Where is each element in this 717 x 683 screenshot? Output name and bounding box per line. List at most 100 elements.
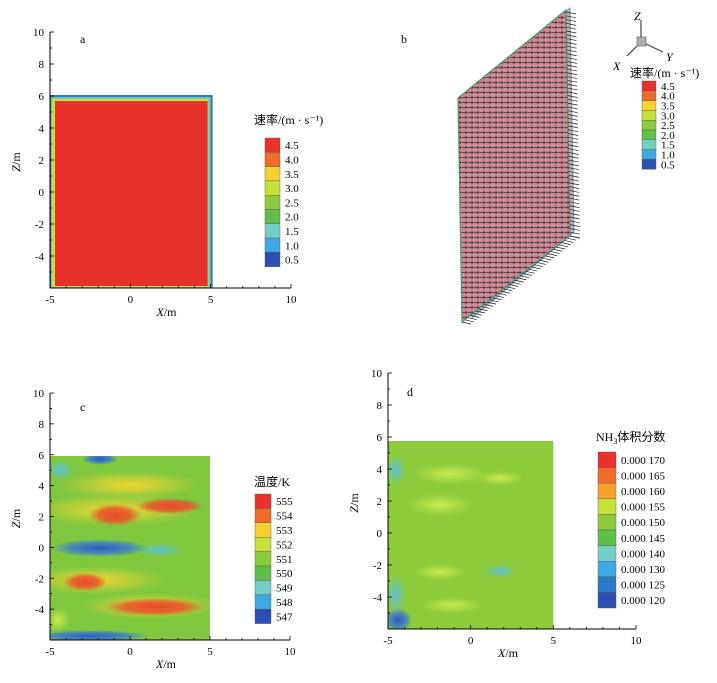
a-panel-label: a	[80, 32, 86, 46]
a-x-tick-label: 5	[208, 294, 214, 306]
d-contour-high	[476, 471, 524, 485]
c-legend-swatch	[254, 565, 272, 581]
c-legend-label: 550	[276, 568, 293, 580]
c-y-tick-label: -2	[35, 573, 44, 585]
b-legend-label: 0.5	[661, 159, 675, 171]
c-contour-cool	[136, 543, 184, 557]
a-legend-label: 2.0	[285, 212, 299, 224]
c-legend-swatch	[254, 594, 272, 610]
b-legend-swatch	[641, 110, 657, 121]
b-vector-arrow	[568, 129, 579, 133]
b-vector-arrow	[566, 38, 577, 41]
a-legend-label: 1.0	[285, 240, 299, 252]
b-vector-arrow	[569, 224, 580, 227]
a-legend-label: 0.5	[285, 255, 299, 267]
b-vector-arrow	[478, 308, 488, 312]
b-vector-arrow	[566, 42, 577, 45]
b-vector-arrow	[566, 49, 577, 53]
a-legend-swatch	[264, 252, 281, 267]
b-vector-arrow	[461, 321, 472, 325]
c-legend-swatch	[254, 508, 272, 523]
b-vector-arrow	[569, 186, 580, 189]
b-vector-arrow	[568, 167, 579, 171]
c-y-axis-label: Z/m	[9, 508, 23, 528]
b-vector-arrow	[568, 182, 580, 186]
b-vector-arrow	[566, 61, 577, 64]
b-vector-arrow	[566, 53, 577, 57]
d-contour-low	[388, 575, 406, 615]
a-legend-swatch	[264, 166, 281, 182]
c-x-tick-label: -5	[45, 646, 55, 658]
b-vector-arrow	[542, 257, 552, 261]
d-legend-label: 0.000 170	[621, 455, 666, 467]
b-vector-arrow	[567, 95, 578, 98]
c-x-tick-label: 10	[285, 646, 297, 658]
b-vector-arrow	[558, 244, 568, 248]
b-vector-arrow	[565, 11, 577, 15]
b-vector-arrow	[566, 57, 577, 60]
d-x-tick-label: -5	[383, 635, 393, 647]
b-legend-label: 1.5	[661, 140, 675, 152]
panel-b: b Z Y X 速率/(m · s⁻¹)4.54.03.53.02.52.01.51.0…	[401, 6, 699, 325]
b-legend-label: 3.5	[661, 101, 675, 113]
b-triad-x-axis	[626, 45, 638, 57]
d-legend-label: 0.000 130	[621, 564, 666, 576]
b-vector-arrows-edge	[461, 11, 581, 325]
d-legend-swatch	[597, 545, 617, 562]
b-vector-arrow	[569, 190, 580, 193]
b-vector-arrow	[568, 171, 579, 174]
c-y-tick-label: 4	[39, 481, 45, 493]
c-x-tick-label: 5	[207, 646, 213, 658]
c-y-tick-label: 2	[39, 512, 45, 524]
b-vector-arrow	[568, 148, 579, 152]
b-vector-arrow	[569, 212, 580, 216]
b-vector-arrow	[536, 262, 546, 265]
d-legend-label: 0.000 140	[621, 548, 666, 560]
c-contour-hot	[105, 598, 205, 616]
d-contour-low	[484, 564, 516, 578]
d-legend-swatch	[597, 467, 617, 484]
d-legend-swatch	[597, 529, 617, 546]
b-vector-arrow	[566, 23, 577, 26]
a-y-tick-label: 10	[33, 27, 45, 39]
c-y-tick-label: 10	[33, 388, 45, 400]
c-legend-title: 温度/K	[254, 474, 290, 489]
a-velocity-field	[55, 101, 208, 286]
d-y-tick-label: 8	[377, 400, 383, 412]
c-contour-hot	[89, 504, 141, 526]
b-legend-label: 1.0	[661, 150, 675, 162]
b-vector-arrow	[566, 19, 577, 22]
b-vector-arrow	[553, 248, 563, 252]
d-y-tick-label: -4	[373, 592, 383, 604]
b-legend-swatch	[641, 159, 657, 170]
a-legend-label: 1.5	[285, 226, 299, 238]
b-vector-arrow	[473, 312, 483, 316]
b-vector-arrow	[520, 275, 530, 279]
c-contour-hot	[136, 498, 204, 514]
b-triad-z-label: Z	[634, 9, 641, 23]
b-vector-arrow	[569, 201, 580, 205]
c-legend-label: 547	[276, 611, 293, 623]
b-legend-swatch	[641, 129, 657, 141]
a-y-tick-label: -4	[35, 251, 45, 263]
d-legend-label: 0.000 125	[621, 580, 666, 592]
c-legend-swatch	[254, 522, 272, 538]
a-y-axis-label: Z/m	[9, 152, 23, 172]
b-vector-arrow	[568, 174, 579, 178]
b-legend-swatch	[641, 149, 657, 160]
a-legend-label: 4.5	[285, 140, 299, 152]
d-legend-swatch	[597, 561, 617, 578]
d-legend-swatch	[597, 483, 617, 500]
b-vector-arrow	[525, 270, 535, 274]
d-legend-label: 0.000 150	[621, 517, 666, 529]
b-legend-swatch	[641, 139, 657, 150]
a-x-axis-label: X/m	[155, 305, 177, 319]
b-vector-arrow	[567, 121, 579, 125]
b-vector-arrow	[566, 68, 578, 72]
c-contour-cold	[50, 630, 150, 640]
b-vector-arrow	[568, 163, 579, 167]
c-legend-swatch	[254, 551, 272, 567]
b-vector-arrow	[568, 133, 579, 136]
b-vector-arrow	[497, 292, 508, 296]
a-legend-swatch	[264, 180, 281, 196]
